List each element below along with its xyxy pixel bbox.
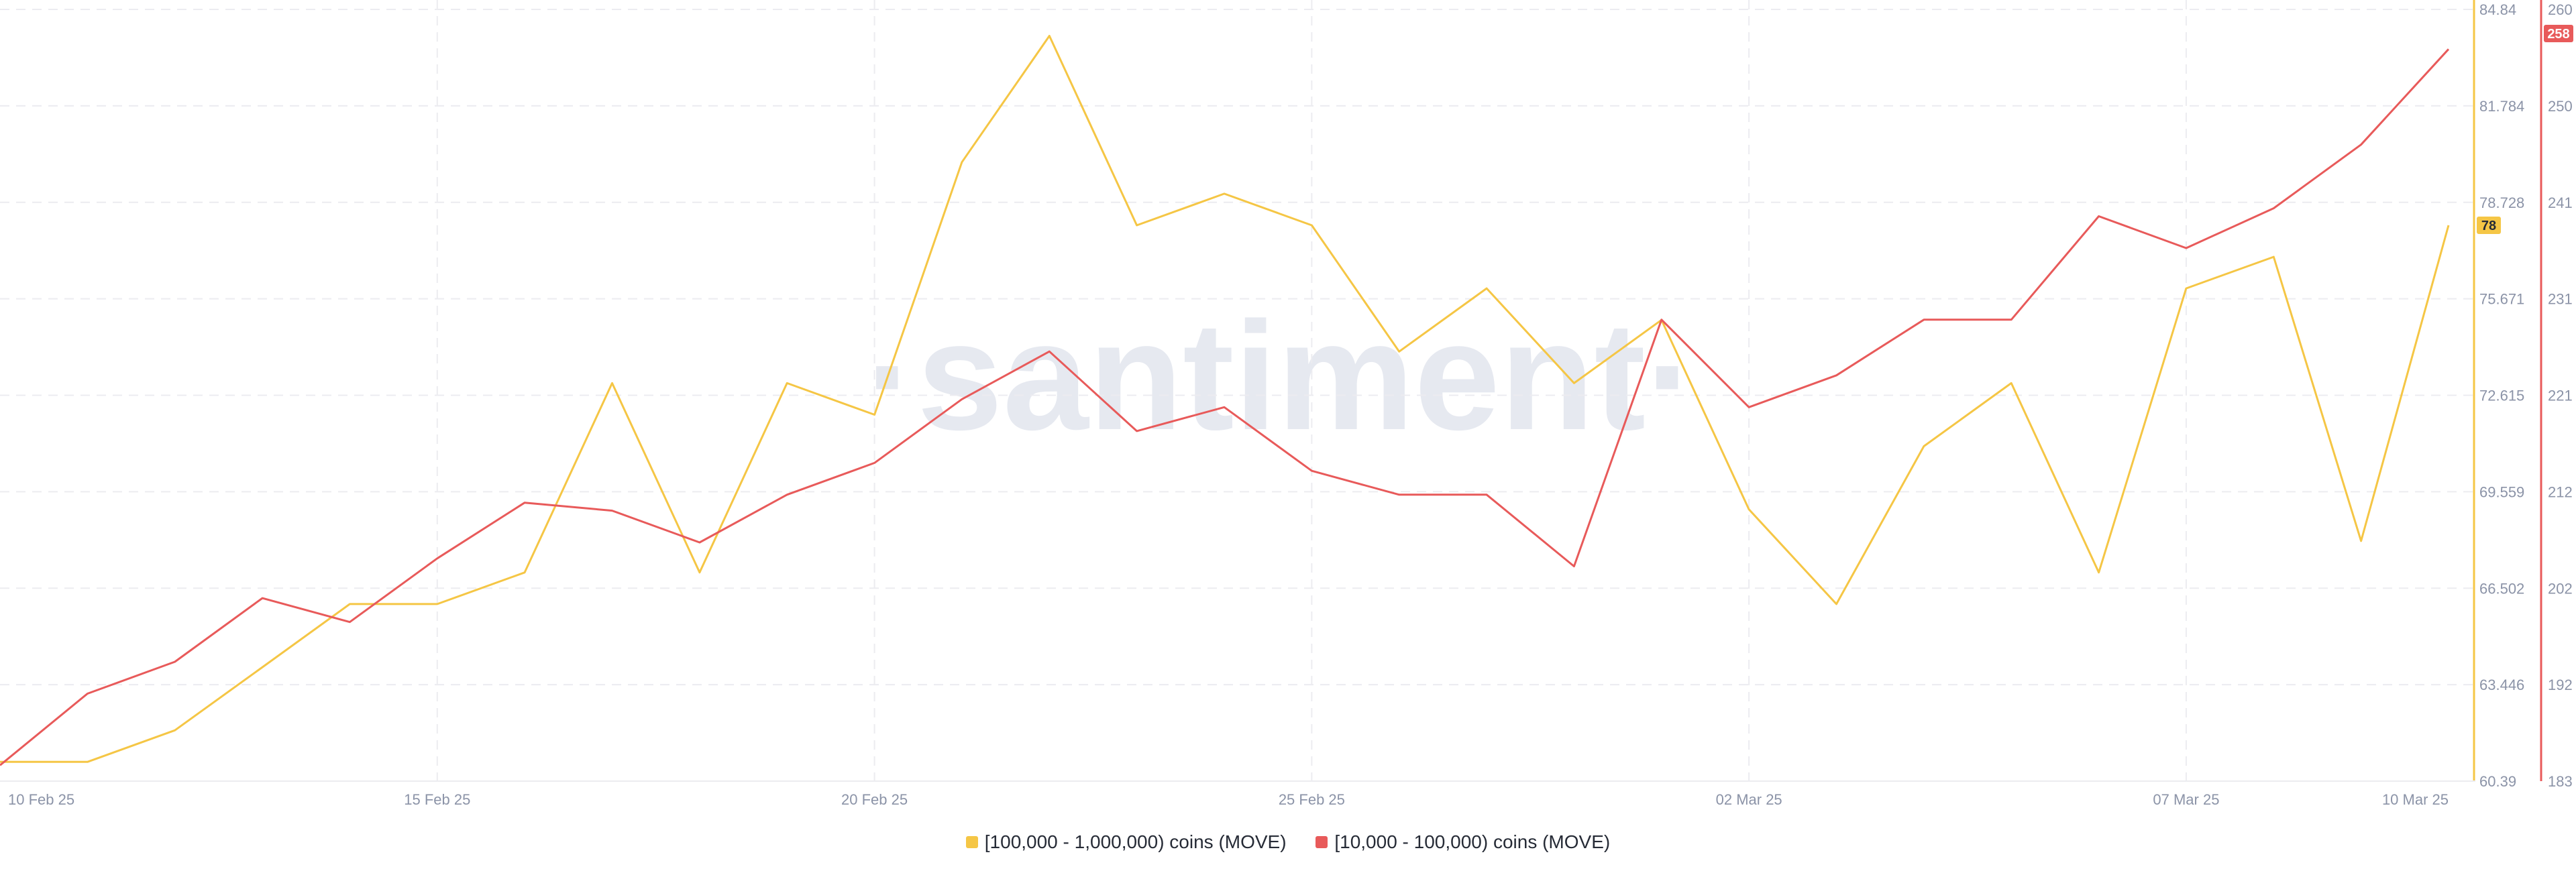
y-right-tick-label: 183 [2548, 773, 2573, 790]
x-tick-label: 07 Mar 25 [2153, 791, 2219, 808]
y-left-tick-label: 75.671 [2479, 291, 2524, 308]
legend-item-series-1[interactable]: [100,000 - 1,000,000) coins (MOVE) [965, 831, 1287, 853]
x-tick-label: 25 Feb 25 [1279, 791, 1345, 808]
y-right-tick-label: 260 [2548, 1, 2573, 18]
legend: [100,000 - 1,000,000) coins (MOVE) [10,0… [0, 831, 2576, 853]
last-value-label-series-2: 258 [2547, 27, 2569, 42]
x-tick-label: 10 Mar 25 [2382, 791, 2449, 808]
legend-label-series-2: [10,000 - 100,000) coins (MOVE) [1334, 831, 1611, 852]
series-line-1 [0, 35, 2450, 763]
y-right-tick-label: 221 [2548, 388, 2573, 404]
badge-layer: 78 258 [2477, 25, 2573, 234]
y-right-tick-label: 202 [2548, 580, 2573, 597]
last-value-badge-series-1 [2477, 216, 2501, 234]
x-tick-label: 02 Mar 25 [1716, 791, 1782, 808]
legend-item-series-2[interactable]: [10,000 - 100,000) coins (MOVE) [1316, 831, 1610, 853]
series-layer [0, 35, 2450, 766]
y-left-tick-label: 66.502 [2479, 580, 2524, 597]
y-left-tick-label: 60.39 [2479, 773, 2516, 790]
y-right-tick-label: 241 [2548, 194, 2573, 211]
x-tick-label: 15 Feb 25 [404, 791, 470, 808]
y-right-tick-label: 250 [2548, 98, 2573, 115]
y-left-tick-label: 81.784 [2479, 98, 2524, 115]
axis-layer: 60.39 63.446 66.502 69.559 72.615 75.671 78.72… [0, 0, 2573, 808]
x-tick-label: 20 Feb 25 [841, 791, 908, 808]
last-value-badge-series-2 [2544, 25, 2573, 42]
y-left-tick-label: 63.446 [2479, 677, 2524, 693]
y-left-tick-label: 84.84 [2479, 1, 2516, 18]
y-right-tick-label: 231 [2548, 291, 2573, 308]
y-left-tick-label: 72.615 [2479, 388, 2524, 404]
legend-swatch-series-2 [1316, 836, 1328, 848]
y-left-tick-label: 69.559 [2479, 483, 2524, 500]
series-line-2 [0, 48, 2450, 766]
y-left-tick-label: 78.728 [2479, 194, 2524, 211]
y-right-tick-label: 192 [2548, 677, 2573, 693]
last-value-label-series-1: 78 [2481, 219, 2496, 233]
y-right-tick-label: 212 [2548, 483, 2573, 500]
legend-swatch-series-1 [965, 836, 978, 848]
watermark-text: ·santiment· [865, 290, 1697, 462]
legend-label-series-1: [100,000 - 1,000,000) coins (MOVE) [984, 831, 1287, 852]
x-tick-label: 10 Feb 25 [8, 791, 74, 808]
